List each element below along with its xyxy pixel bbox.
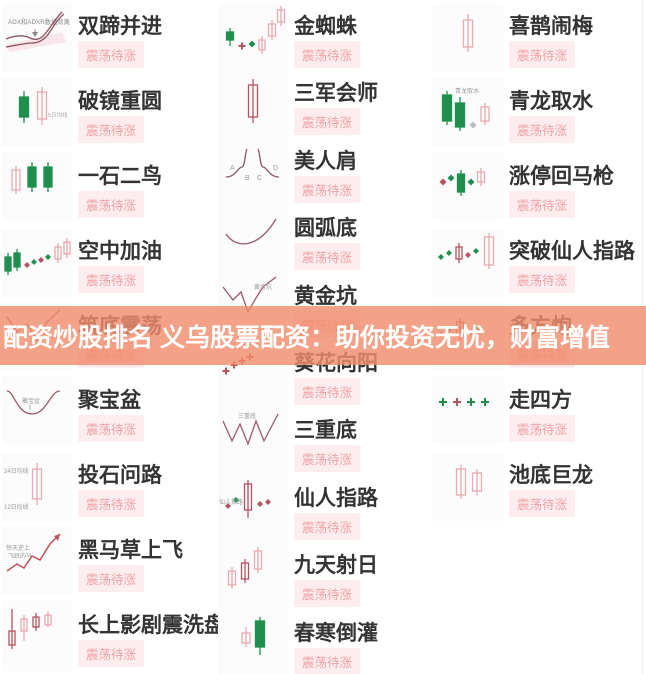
- svg-text:C: C: [257, 175, 262, 182]
- svg-text:仙人指路: 仙人指路: [219, 498, 243, 506]
- svg-text:三重底: 三重底: [238, 412, 256, 420]
- svg-text:黄金坑: 黄金坑: [254, 283, 272, 291]
- svg-text:飞跃的马: 飞跃的马: [8, 552, 32, 560]
- svg-text:A: A: [230, 165, 235, 172]
- svg-text:聚宝盆: 聚宝盆: [22, 397, 40, 405]
- svg-text:5日均线: 5日均线: [48, 111, 68, 119]
- svg-text:B: B: [245, 175, 250, 182]
- svg-text:ADX和ADXR数值背离: ADX和ADXR数值背离: [8, 17, 70, 26]
- svg-text:青龙取水: 青龙取水: [455, 87, 479, 95]
- svg-text:D: D: [273, 165, 278, 172]
- svg-text:12日均线: 12日均线: [4, 503, 29, 511]
- svg-text:24日均线: 24日均线: [4, 467, 29, 475]
- svg-text:惊天逆上: 惊天逆上: [6, 544, 30, 552]
